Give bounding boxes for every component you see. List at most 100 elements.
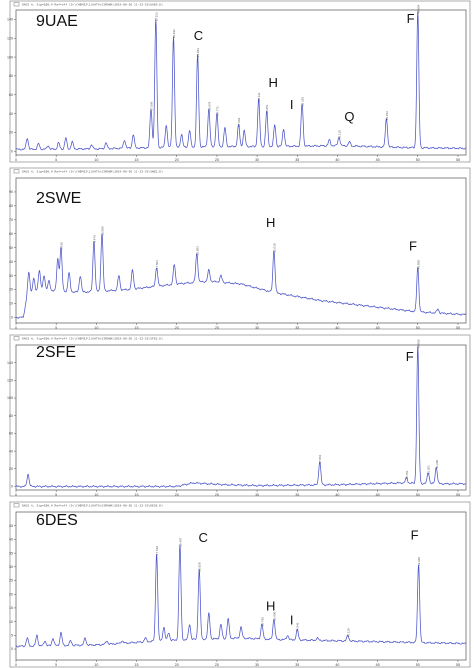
y-tick-label: 40 [9,538,13,542]
retention-time-label: 27.603 [237,117,241,127]
y-tick-label: 80 [9,414,13,418]
retention-time-label: 19.492 [172,29,176,39]
retention-time-label: 17.510 [155,546,159,556]
x-tick-label: 30 [255,158,259,162]
retention-time-label: 46.152 [385,111,389,121]
x-tick-label: 55 [456,158,460,162]
peak-annotation-q: Q [344,109,354,124]
y-tick-label: 0 [11,647,13,651]
retention-time-label: 51.201 [427,465,431,475]
retention-time-label: 22.828 [198,562,202,572]
x-tick-label: 55 [456,663,460,667]
x-tick-label: 15 [135,493,139,497]
sample-label: 2SWE [36,190,81,207]
x-tick-label: 30 [255,493,259,497]
chromatogram-trace [15,544,467,648]
x-tick-label: 30 [255,663,259,667]
y-tick-label: 20 [9,592,13,596]
x-tick-label: 10 [94,493,98,497]
retention-time-label: 22.843 [196,48,200,58]
x-tick-label: 55 [456,326,460,330]
panel-header-text: DAD1 A, Sig=280,4 Ref=off (D:\CHEM32\1\D… [22,170,163,174]
x-tick-label: 5 [55,493,57,497]
y-tick-label: 90 [9,190,13,194]
y-tick-label: 20 [9,131,13,135]
x-tick-label: 15 [135,326,139,330]
panel-header-text: DAD1 A, Sig=280,4 Ref=off (D:\CHEM32\1\D… [22,504,163,508]
y-tick-label: 60 [9,93,13,97]
retention-time-label: 32.019 [272,243,276,253]
x-tick-label: 50 [416,158,420,162]
retention-time-label: 40.110 [338,130,342,139]
x-tick-label: 10 [94,663,98,667]
x-tick-label: 45 [376,493,380,497]
y-tick-label: 35 [9,551,13,555]
retention-time-label: 49.859 [416,339,420,349]
x-tick-label: 35 [295,158,299,162]
retention-time-label: 17.513 [154,12,158,22]
retention-time-label: 20.497 [178,537,182,547]
sample-label: 2SFE [36,344,76,361]
chromatogram-panel-2sfe: DAD1 A, Sig=280,4 Ref=off (D:\CHEM32\1\D… [7,334,471,497]
y-tick-label: 70 [9,218,13,222]
x-tick-label: 0 [15,663,17,667]
x-tick-label: 20 [175,663,179,667]
y-tick-label: 15 [9,606,13,610]
y-tick-label: 40 [9,260,13,264]
sample-label: 9UAE [36,13,78,30]
y-tick-label: 0 [11,316,13,320]
retention-time-label: 17.068 [150,101,154,111]
peak-annotation-f: F [411,527,419,542]
peak-annotation-f: F [407,11,415,26]
retention-time-label: 30.790 [260,617,264,627]
chromatogram-panel-2swe: DAD1 A, Sig=280,4 Ref=off (D:\CHEM32\1\D… [9,167,471,330]
x-tick-label: 10 [94,326,98,330]
panel-frame [9,167,471,330]
x-tick-label: 30 [255,326,259,330]
x-tick-label: 15 [135,663,139,667]
x-tick-label: 35 [295,326,299,330]
y-tick-label: 120 [7,379,13,383]
y-tick-label: 0 [11,485,13,489]
peak-annotation-c: C [194,28,203,43]
retention-time-label: 41.118 [346,628,350,637]
x-tick-label: 0 [15,158,17,162]
plot-area [15,344,467,491]
retention-time-label: 30.951 [265,104,269,114]
x-tick-label: 45 [376,326,380,330]
retention-time-label: 5.618 [60,242,64,250]
peak-annotation-i: I [290,612,294,627]
x-tick-label: 0 [15,326,17,330]
x-tick-label: 5 [55,663,57,667]
x-tick-label: 5 [55,158,57,162]
peak-annotation-i: I [290,97,294,112]
plot-area [15,511,467,661]
chromatogram-trace [15,10,467,151]
chromatogram-panel-6des: DAD1 A, Sig=280,4 Ref=off (D:\CHEM32\1\D… [9,501,471,668]
y-tick-label: 20 [9,467,13,471]
y-tick-label: 80 [9,74,13,78]
panel-header-text: DAD1 A, Sig=280,4 Ref=off (D:\CHEM32\1\D… [22,3,163,7]
peak-annotation-f: F [406,349,414,364]
retention-time-label: 32.050 [272,611,276,621]
peak-annotation-c: C [199,530,208,545]
y-tick-label: 40 [9,112,13,116]
y-tick-label: 140 [7,18,13,22]
x-tick-label: 25 [215,326,219,330]
retention-time-label: 10.589 [100,226,104,236]
y-tick-label: 80 [9,204,13,208]
x-tick-label: 40 [335,493,339,497]
x-tick-label: 50 [416,493,420,497]
panel-frame [9,334,471,497]
retention-time-label: 37.861 [318,454,322,464]
retention-time-label: 48.701 [405,470,409,480]
y-tick-label: 10 [9,302,13,306]
x-tick-label: 35 [295,663,299,667]
x-tick-label: 25 [215,158,219,162]
panel-menu-icon [13,503,20,508]
y-tick-label: 100 [7,396,13,400]
x-tick-label: 10 [94,158,98,162]
y-tick-label: 60 [9,232,13,236]
y-tick-label: 0 [11,149,13,153]
x-tick-label: 5 [55,326,57,330]
